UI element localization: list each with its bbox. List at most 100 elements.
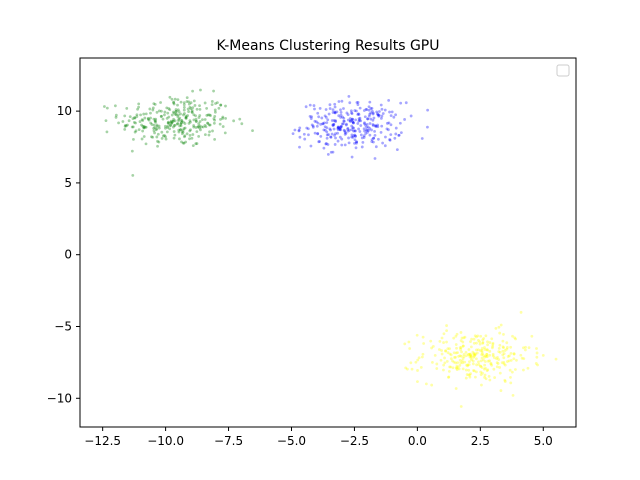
scatter-point (147, 118, 151, 122)
scatter-point (472, 352, 476, 355)
scatter-point (189, 101, 193, 105)
scatter-point (172, 136, 176, 140)
scatter-point (331, 150, 335, 154)
scatter-point (359, 124, 363, 127)
scatter-point (351, 117, 354, 121)
scatter-point (483, 373, 487, 377)
scatter-point (160, 130, 164, 134)
scatter-point (185, 132, 189, 136)
scatter-point (178, 116, 182, 120)
scatter-point (454, 351, 458, 355)
scatter-point (340, 137, 344, 141)
scatter-point (135, 115, 139, 119)
scatter-point (479, 373, 483, 377)
scatter-point (478, 340, 482, 344)
scatter-point (184, 116, 188, 120)
scatter-point (211, 129, 214, 133)
scatter-point (502, 352, 506, 356)
scatter-point (490, 346, 494, 350)
scatter-point (451, 366, 455, 370)
scatter-point (460, 350, 463, 354)
scatter-point (491, 352, 495, 356)
scatter-point (180, 121, 183, 124)
scatter-point (350, 112, 354, 116)
scatter-point (151, 108, 155, 112)
scatter-point (167, 120, 170, 124)
scatter-point (183, 122, 187, 125)
scatter-point (460, 336, 464, 340)
scatter-point (117, 121, 120, 125)
scatter-point (380, 116, 383, 120)
scatter-point (415, 333, 419, 337)
data-points (103, 88, 558, 408)
scatter-point (519, 353, 523, 357)
scatter-point (168, 108, 172, 112)
scatter-point (179, 112, 182, 116)
scatter-point (472, 355, 475, 359)
scatter-point (394, 113, 398, 117)
scatter-point (371, 124, 375, 127)
scatter-point (399, 101, 403, 105)
scatter-point (372, 116, 376, 120)
scatter-point (371, 112, 375, 116)
scatter-point (407, 340, 411, 344)
scatter-point (143, 116, 147, 120)
scatter-point (461, 344, 465, 348)
scatter-point (464, 376, 468, 380)
scatter-point (203, 123, 207, 127)
scatter-point (214, 102, 217, 105)
scatter-point (470, 358, 473, 362)
scatter-point (171, 125, 175, 129)
scatter-point (357, 112, 360, 116)
scatter-point (298, 145, 301, 149)
scatter-point (177, 130, 181, 134)
scatter-point (363, 129, 366, 133)
scatter-point (379, 103, 383, 107)
scatter-point (356, 113, 360, 116)
scatter-point (350, 155, 354, 159)
scatter-point (445, 360, 449, 363)
scatter-point (329, 135, 333, 139)
scatter-point (293, 128, 297, 132)
scatter-point (319, 122, 323, 126)
scatter-point (318, 140, 321, 143)
scatter-point (368, 112, 372, 116)
scatter-point (447, 375, 450, 379)
scatter-point (312, 104, 316, 107)
scatter-point (497, 325, 501, 329)
scatter-point (197, 134, 201, 138)
scatter-point (210, 103, 214, 106)
scatter-point (188, 137, 191, 141)
scatter-point (190, 136, 194, 140)
scatter-point (182, 101, 186, 105)
scatter-point (334, 120, 338, 123)
scatter-point (166, 124, 170, 128)
scatter-point (502, 360, 506, 364)
scatter-point (311, 125, 315, 129)
scatter-point (172, 110, 175, 114)
scatter-point (472, 354, 476, 358)
scatter-point (443, 356, 446, 360)
scatter-point (475, 341, 478, 345)
scatter-point (477, 338, 480, 342)
scatter-point (499, 323, 503, 327)
scatter-point (152, 117, 156, 121)
scatter-point (114, 113, 118, 117)
scatter-point (354, 146, 358, 150)
scatter-point (373, 124, 377, 127)
scatter-point (495, 365, 499, 369)
scatter-point (355, 140, 359, 144)
x-tick-label: 0.0 (408, 434, 427, 448)
scatter-point (170, 121, 174, 125)
scatter-point (446, 347, 450, 351)
scatter-point (386, 128, 390, 132)
scatter-point (440, 349, 443, 352)
scatter-point (155, 123, 159, 127)
scatter-point (170, 113, 174, 117)
scatter-point (160, 114, 163, 118)
scatter-point (467, 363, 471, 367)
scatter-point (426, 125, 429, 129)
scatter-point (486, 348, 489, 352)
scatter-point (522, 368, 525, 372)
scatter-point (343, 143, 347, 147)
